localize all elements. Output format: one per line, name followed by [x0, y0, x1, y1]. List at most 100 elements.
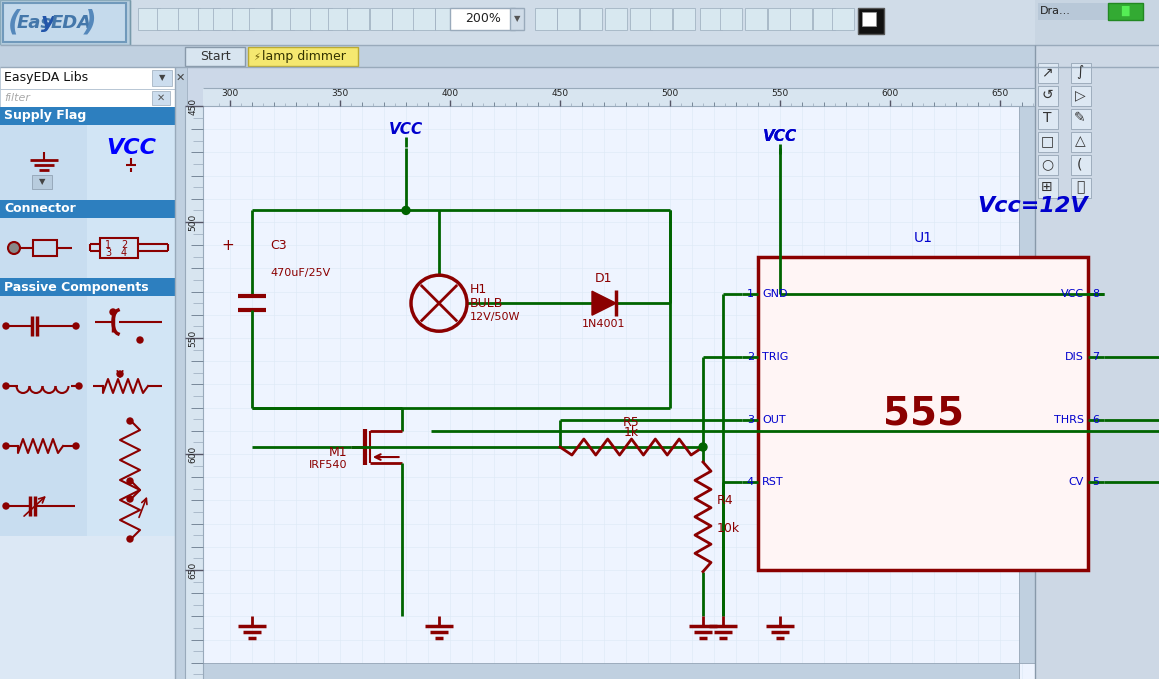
- Bar: [156, 8, 178, 30]
- Bar: [203, 106, 1035, 679]
- Bar: [1019, 106, 1035, 663]
- Bar: [0, 296, 87, 356]
- Text: RST: RST: [761, 477, 783, 488]
- Bar: [272, 8, 294, 30]
- Bar: [413, 8, 435, 30]
- Bar: [87, 416, 175, 476]
- Text: ∫: ∫: [1077, 65, 1084, 79]
- Text: R4: R4: [717, 494, 734, 507]
- Bar: [152, 70, 172, 86]
- Text: 650: 650: [991, 90, 1008, 98]
- Bar: [0, 89, 175, 107]
- Circle shape: [3, 443, 9, 449]
- Text: T: T: [1043, 111, 1051, 125]
- Text: ▼: ▼: [159, 73, 166, 83]
- Text: 350: 350: [331, 90, 349, 98]
- Text: (: (: [1077, 157, 1083, 171]
- Text: 7: 7: [1092, 352, 1099, 362]
- Bar: [392, 8, 414, 30]
- Bar: [1071, 132, 1091, 152]
- Text: Connector: Connector: [3, 202, 75, 215]
- Bar: [1038, 155, 1058, 175]
- Bar: [32, 240, 57, 256]
- Bar: [700, 8, 722, 30]
- Text: 3: 3: [105, 248, 111, 258]
- Text: U1: U1: [913, 231, 933, 245]
- Bar: [1071, 109, 1091, 129]
- Polygon shape: [592, 291, 615, 315]
- Text: CV: CV: [1069, 477, 1084, 488]
- Text: 10k: 10k: [717, 521, 741, 535]
- Text: 450: 450: [552, 90, 569, 98]
- Bar: [138, 8, 160, 30]
- Bar: [0, 278, 175, 296]
- Text: VCC: VCC: [763, 128, 797, 144]
- Text: BULB: BULB: [471, 297, 503, 310]
- Text: 12V/50W: 12V/50W: [471, 312, 520, 323]
- Circle shape: [127, 478, 133, 484]
- Text: 3: 3: [748, 415, 755, 424]
- Text: □: □: [1041, 134, 1054, 148]
- Bar: [32, 175, 52, 189]
- Text: EasyEDA Libs: EasyEDA Libs: [3, 71, 88, 84]
- Text: 500: 500: [662, 90, 679, 98]
- Text: 500: 500: [189, 213, 197, 231]
- Bar: [1108, 3, 1143, 20]
- Circle shape: [117, 371, 123, 377]
- Bar: [605, 8, 627, 30]
- Bar: [87, 125, 175, 200]
- Bar: [0, 416, 87, 476]
- Text: (: (: [8, 9, 21, 37]
- Text: VCC: VCC: [105, 138, 156, 158]
- Bar: [175, 67, 187, 679]
- Text: ↺: ↺: [1041, 88, 1052, 102]
- Bar: [758, 257, 1088, 570]
- Bar: [630, 8, 653, 30]
- Text: 400: 400: [442, 90, 459, 98]
- Text: Start: Start: [199, 50, 231, 63]
- Text: EDA: EDA: [51, 14, 92, 31]
- Bar: [1035, 45, 1159, 679]
- Text: THRS: THRS: [1054, 415, 1084, 424]
- Bar: [249, 8, 271, 30]
- Bar: [198, 8, 220, 30]
- Bar: [580, 8, 602, 30]
- Bar: [557, 8, 580, 30]
- Text: Supply Flag: Supply Flag: [3, 109, 86, 122]
- Bar: [1038, 132, 1058, 152]
- Text: ✕: ✕: [156, 93, 165, 103]
- Bar: [435, 8, 457, 30]
- Text: lamp dimmer: lamp dimmer: [262, 50, 345, 63]
- Bar: [0, 356, 87, 416]
- Bar: [1038, 109, 1058, 129]
- Bar: [185, 47, 245, 66]
- Text: IRF540: IRF540: [308, 460, 347, 470]
- Bar: [673, 8, 695, 30]
- Circle shape: [3, 383, 9, 389]
- Bar: [87, 218, 175, 278]
- Text: R5: R5: [624, 416, 640, 429]
- Text: Eas: Eas: [17, 14, 52, 31]
- Bar: [100, 238, 138, 258]
- Bar: [0, 0, 130, 45]
- Text: 4: 4: [121, 248, 127, 258]
- Bar: [0, 476, 87, 536]
- Text: 650: 650: [189, 562, 197, 579]
- Text: VCC: VCC: [1060, 289, 1084, 299]
- Bar: [232, 8, 254, 30]
- Bar: [1038, 3, 1108, 20]
- Text: 1k: 1k: [624, 426, 639, 439]
- Text: DIS: DIS: [1065, 352, 1084, 362]
- Text: VCC: VCC: [763, 128, 797, 144]
- Text: 2: 2: [121, 240, 127, 250]
- Circle shape: [137, 337, 143, 343]
- Bar: [790, 8, 812, 30]
- Bar: [862, 12, 876, 26]
- Bar: [185, 106, 203, 679]
- Bar: [832, 8, 854, 30]
- Text: GND: GND: [761, 289, 787, 299]
- Bar: [347, 8, 369, 30]
- Text: 6: 6: [1092, 415, 1099, 424]
- Bar: [812, 8, 834, 30]
- Text: OUT: OUT: [761, 415, 786, 424]
